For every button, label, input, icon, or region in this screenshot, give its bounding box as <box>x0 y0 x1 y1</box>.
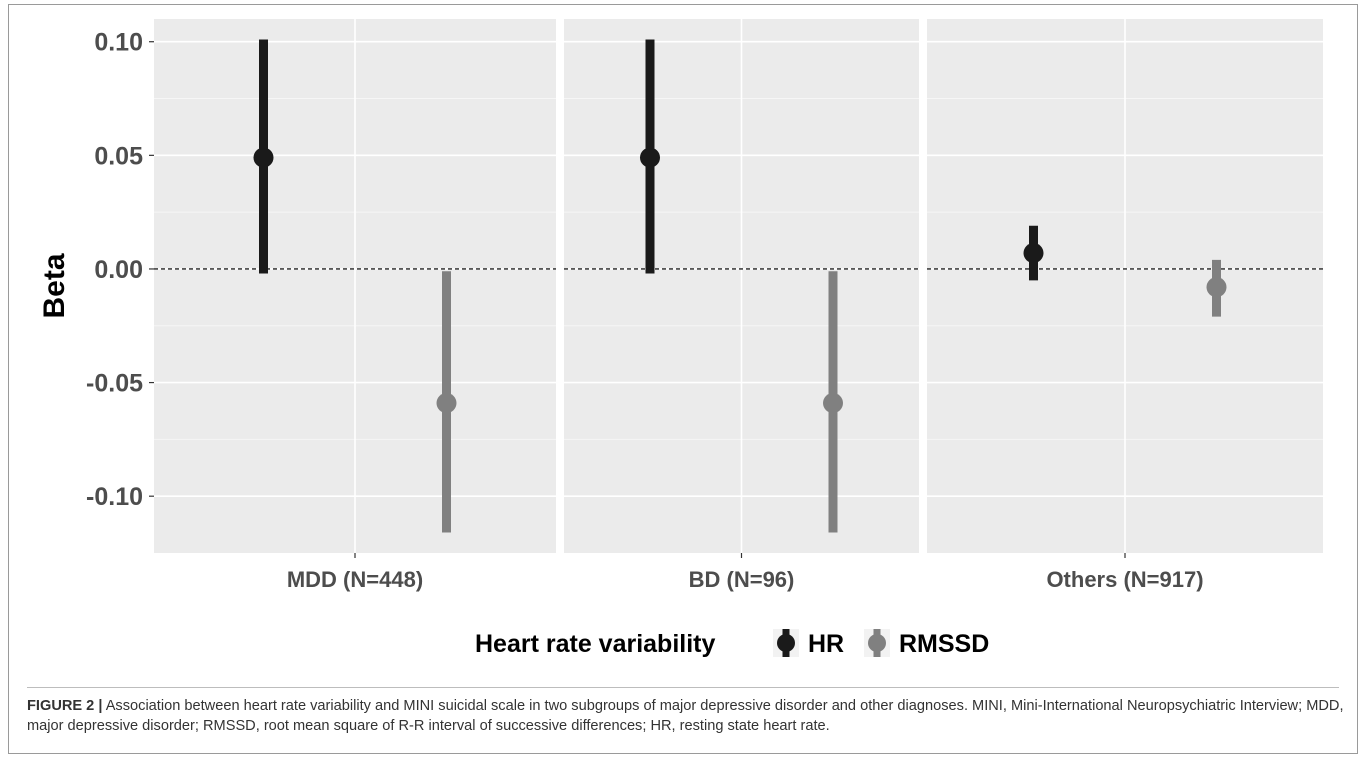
y-tick-label: -0.10 <box>86 483 143 511</box>
legend-label-hr: HR <box>808 630 844 658</box>
point-rmssd <box>823 393 843 414</box>
point-rmssd <box>436 393 457 414</box>
y-tick-label: -0.05 <box>86 370 143 398</box>
y-tick-label: 0.05 <box>94 142 143 170</box>
legend-key-point <box>868 634 886 652</box>
figure-frame: MDD (N=448) BD (N=96) Others (N=917) 0.10 0.… <box>8 4 1358 754</box>
caption-text: Association between heart rate variabili… <box>27 698 1344 734</box>
chart: MDD (N=448) BD (N=96) Others (N=917) 0.10 0.… <box>38 19 1323 658</box>
caption-divider <box>27 687 1339 688</box>
y-tick-label: 0.00 <box>94 256 143 284</box>
figure-caption: FIGURE 2 | Association between heart rat… <box>27 696 1347 736</box>
x-tick-label: BD (N=96) <box>689 567 795 592</box>
point-hr <box>1023 243 1044 264</box>
point-rmssd <box>1206 277 1227 298</box>
point-hr <box>253 147 274 168</box>
y-tick-label: 0.10 <box>94 29 143 57</box>
legend-title: Heart rate variability <box>475 630 715 658</box>
x-tick-label: MDD (N=448) <box>287 567 423 592</box>
x-tick-label: Others (N=917) <box>1046 567 1203 592</box>
point-hr <box>640 147 660 168</box>
y-axis-title: Beta <box>38 253 71 318</box>
legend-label-rmssd: RMSSD <box>899 630 989 658</box>
caption-label: FIGURE 2 | <box>27 698 103 714</box>
legend-key-point <box>777 634 795 652</box>
